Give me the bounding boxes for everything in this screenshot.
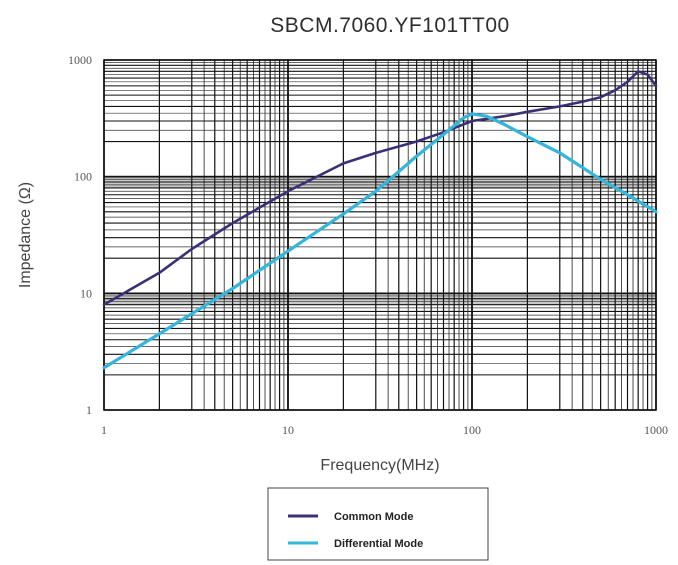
y-axis-label: Impedance (Ω): [17, 182, 34, 288]
x-tick-labels: 1 10 100 1000: [101, 423, 668, 437]
series-layer: [102, 70, 658, 370]
legend-box: [267, 487, 489, 561]
chart-title: SBCM.7060.YF101TT00: [270, 14, 509, 37]
plot-frame: [103, 59, 657, 411]
x-tick-label: 10: [282, 423, 294, 437]
legend-label-differential-mode: Differential Mode: [334, 538, 423, 550]
highlight-bands: [104, 176, 656, 305]
y-tick-labels: 1 10 100 1000: [68, 53, 92, 417]
y-tick-label: 100: [74, 170, 92, 184]
x-tick-label: 100: [463, 423, 481, 437]
x-tick-label: 1000: [644, 423, 668, 437]
x-axis-label: Frequency(MHz): [320, 457, 439, 474]
y-tick-label: 1000: [68, 53, 92, 67]
y-tick-label: 1: [86, 403, 92, 417]
y-tick-label: 10: [80, 286, 92, 300]
series-line-differential-mode: [102, 112, 658, 370]
plot-grid: [103, 59, 657, 411]
legend-label-common-mode: Common Mode: [334, 511, 413, 523]
legend: Common Mode Differential Mode: [267, 487, 489, 561]
x-tick-label: 1: [101, 423, 107, 437]
